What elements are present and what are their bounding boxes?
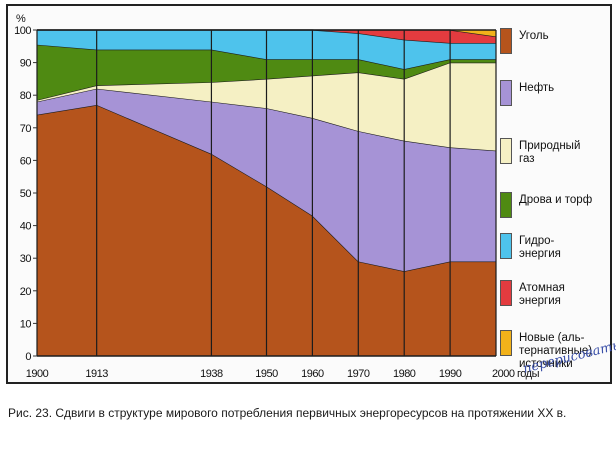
legend-label: Нефть [519,82,555,94]
x-tick-label: 1913 [85,368,108,380]
x-tick-label: 2000 годы [492,368,540,380]
legend-swatch [500,28,512,54]
y-tick-label: 0 [25,351,31,363]
legend-swatch [500,192,512,218]
legend-label: Атомная энергия [519,282,565,307]
stacked-area-chart: 0 10 20 30 40 50 60 70 80 90 100% 1900 1913 1938 1950 1… [14,13,540,380]
y-tick-label: 90 [20,58,32,70]
y-tick-label: 10 [20,318,32,330]
y-tick-label: 30 [20,253,32,265]
legend-label: Новые (аль- тернативные) источники [519,332,593,370]
y-tick-label: 20 [20,286,32,298]
y-tick-label: 100 [14,25,31,37]
legend-label: Гидро- энергия [519,235,561,260]
x-tick-label: 1938 [200,368,223,380]
legend-label: Дрова и торф [519,194,593,206]
area-nuclear [37,30,496,43]
legend-swatch [500,80,512,106]
legend-item-gas: Природный газ [500,138,580,166]
legend-item-nuclear: Атомная энергия [500,280,565,308]
x-tick-label: 1950 [255,368,278,380]
legend-swatch [500,138,512,164]
x-tick-label: 1980 [393,368,416,380]
legend-item-wood: Дрова и торф [500,192,592,218]
figure-caption: Рис. 23. Сдвиги в структуре мирового пот… [8,406,567,420]
legend-swatch [500,280,512,306]
x-tick-label: 1960 [301,368,324,380]
y-tick-label: 50 [20,188,32,200]
legend-item-hydro: Гидро- энергия [500,233,561,261]
x-tick-label: 1900 [26,368,49,380]
x-tick-label: 1990 [439,368,462,380]
legend-item-new: Новые (аль- тернативные) источники [500,330,592,371]
y-axis-unit: % [16,13,26,25]
y-tick-label: 60 [20,155,32,167]
legend-item-coal: Уголь [500,28,549,54]
legend-swatch [500,330,512,356]
legend-label: Уголь [519,30,549,42]
legend-label: Природный газ [519,140,581,165]
legend-item-oil: Нефть [500,80,554,106]
legend-swatch [500,233,512,259]
y-tick-label: 40 [20,221,32,233]
y-tick-label: 70 [20,123,32,135]
x-tick-label: 1970 [347,368,370,380]
y-tick-label: 80 [20,90,32,102]
